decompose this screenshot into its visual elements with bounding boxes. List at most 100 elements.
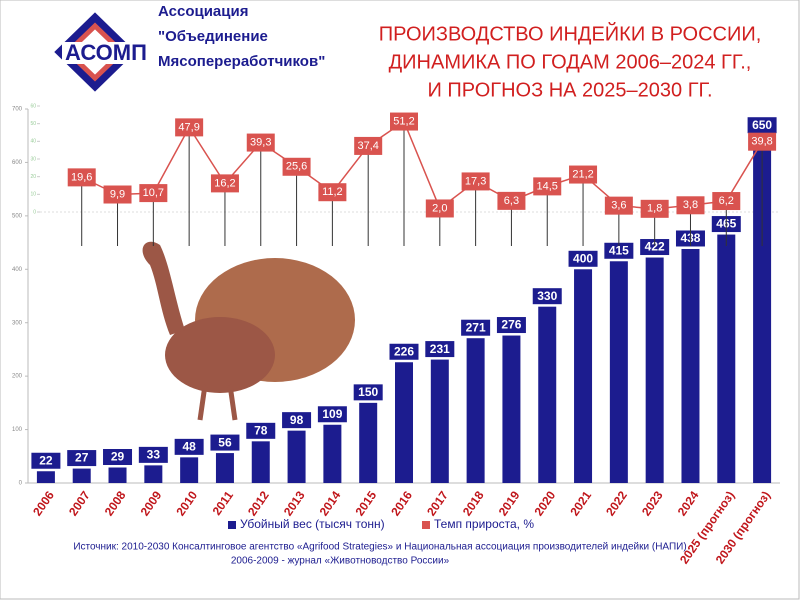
value-label-box [30,451,62,470]
value-label: 1,8 [647,203,662,215]
value-label: 33 [147,448,161,462]
legend-swatch [422,521,430,529]
value-label-box [604,196,633,215]
bar [538,306,557,483]
legend-swatch [228,521,236,529]
source-note: 2006-2009 - журнал «Животноводство Росси… [231,556,450,567]
value-label-box [175,118,204,137]
y2-tick-label: 30 [30,156,36,162]
bar [287,430,306,483]
value-label-box [103,185,132,204]
value-label: 6,2 [719,195,734,207]
value-label-box [352,383,384,402]
value-label-box [173,437,205,456]
value-label: 29 [111,450,125,464]
value-label: 39,8 [751,136,772,148]
value-label: 98 [290,413,304,427]
value-label: 22 [39,453,53,467]
value-label: 56 [218,435,232,449]
value-label-box [460,318,492,337]
value-label: 226 [394,344,414,358]
value-label-box [318,183,347,202]
bar [645,257,664,483]
bar [36,471,55,483]
bar [466,338,485,483]
value-label: 231 [430,342,450,356]
bar [753,135,772,483]
value-label: 21,2 [572,168,593,180]
value-label-box [139,184,168,203]
turkey-illustration [142,241,355,421]
bar [609,261,628,483]
y-tick-label: 600 [12,160,23,166]
bar [108,467,127,483]
bar [251,441,270,483]
value-label: 19,6 [71,171,92,183]
value-label: 39,3 [250,136,271,148]
value-label-box [640,199,669,218]
chart-title: И ПРОГНОЗ НА 2025–2030 ГГ. [427,79,712,101]
y2-tick-label: 0 [33,209,36,215]
y2-tick-label: 40 [30,139,36,145]
value-label-box [712,192,741,211]
value-label-box [66,449,98,468]
value-label: 10,7 [143,187,164,199]
y-tick-label: 500 [12,213,23,219]
y-tick-label: 0 [19,481,23,487]
value-label: 11,2 [322,186,343,198]
value-label: 27 [75,451,89,465]
y2-tick-label: 10 [30,192,36,198]
org-name: "Объединение [158,28,268,45]
bar [502,335,521,483]
bar [144,465,163,483]
bar [717,234,736,483]
value-label-box [354,136,383,155]
value-label: 14,5 [537,180,558,192]
y2-tick-label: 20 [30,174,36,180]
value-label: 78 [254,423,268,437]
source-note: Источник: 2010-2030 Консалтинговое агент… [73,542,686,553]
value-label: 9,9 [110,188,125,200]
bar [323,424,342,483]
value-label: 422 [645,240,665,254]
value-label: 48 [182,440,196,454]
value-label-box [676,196,705,215]
value-label: 47,9 [178,121,199,133]
y-tick-label: 700 [12,107,23,113]
value-label: 415 [609,243,629,257]
legend-label: Темп прироста, % [434,517,534,531]
value-label: 330 [537,289,557,303]
bar [574,269,593,483]
bar [180,457,199,483]
value-label: 51,2 [393,115,414,127]
value-label: 150 [358,385,378,399]
bar [430,359,449,483]
value-label: 3,6 [611,200,626,212]
value-label-box [495,316,527,335]
bar [359,402,378,483]
chart-title: ПРОИЗВОДСТВО ИНДЕЙКИ В РОССИИ, [379,21,762,45]
value-label: 25,6 [286,161,307,173]
value-label-box [282,157,311,176]
y-tick-label: 200 [12,374,23,380]
bar [215,453,234,483]
logo: АСОМП [54,12,150,92]
y-tick-label: 300 [12,320,23,326]
value-label-box [390,112,418,131]
y-tick-label: 400 [12,267,23,273]
value-label-box [316,405,348,424]
value-label: 276 [501,318,521,332]
bar [395,362,413,483]
value-label: 17,3 [465,175,486,187]
org-name: Мясопереработчиков" [158,53,325,70]
value-label: 2,0 [432,202,447,214]
value-label-box [388,342,420,361]
value-label-box [281,411,313,430]
y2-tick-label: 50 [30,121,36,127]
value-label-box [137,445,169,464]
value-label-box [497,191,526,210]
bar [681,248,700,483]
value-label-box [425,199,454,218]
